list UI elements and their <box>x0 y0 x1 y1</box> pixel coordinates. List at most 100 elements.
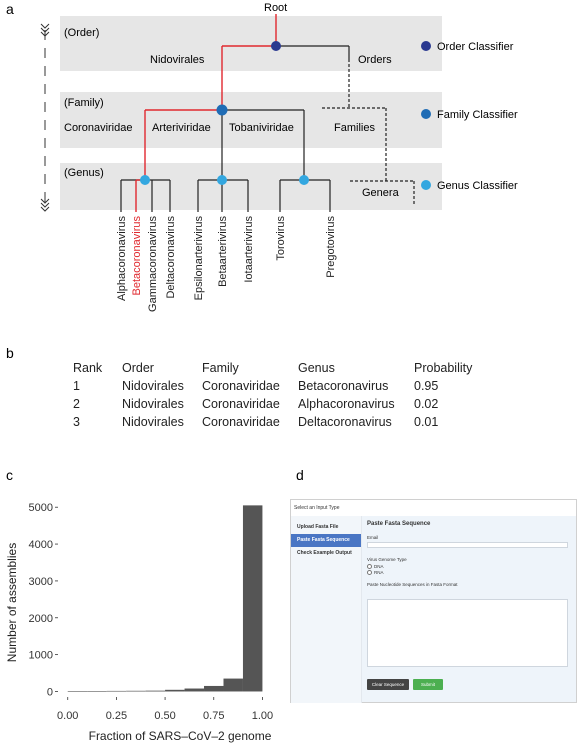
table-cell-2-1: Nidovirales <box>122 415 184 429</box>
table-header-1: Order <box>122 361 154 375</box>
table-cell-0-3: Betacoronavirus <box>298 379 388 393</box>
y-tick-label-1: 1000 <box>29 650 53 662</box>
genus-label-2: Gammacoronavirus <box>147 216 159 312</box>
email-label: Email <box>367 535 378 540</box>
input-type-header: Select an Input Type <box>294 505 340 511</box>
clear-sequence-button[interactable]: Clear Sequence <box>367 679 409 690</box>
hierarchy-arrow-icon <box>41 24 49 211</box>
histogram-bar-0 <box>68 691 87 692</box>
x-axis-label: Fraction of SARS–CoV–2 genome <box>89 729 272 743</box>
order-classifier-dot <box>421 41 431 51</box>
sequence-textarea[interactable] <box>367 599 568 667</box>
histogram: 0 1000 2000 3000 4000 5000 0.00 0.25 0.50 0.75 1.0… <box>5 502 273 743</box>
histogram-bar-4 <box>146 691 165 692</box>
order-name: Nidovirales <box>150 54 205 66</box>
table-header-2: Family <box>202 361 240 375</box>
table-cell-1-2: Coronaviridae <box>202 397 280 411</box>
radio-dna-label: DNA <box>374 564 384 569</box>
x-tick-label-0: 0.00 <box>57 710 78 722</box>
genus-label-7: Torovirus <box>275 216 287 261</box>
panel-label-d: d <box>296 467 304 483</box>
form-title: Paste Fasta Sequence <box>367 521 430 527</box>
table-cell-1-4: 0.02 <box>414 397 438 411</box>
histogram-bar-1 <box>87 691 106 692</box>
y-tick-label-2: 2000 <box>29 613 53 625</box>
radio-rna[interactable]: RNA <box>367 570 384 575</box>
histogram-bar-9 <box>243 505 262 691</box>
table-header-3: Genus <box>298 361 335 375</box>
family-classifier-label: Family Classifier <box>437 109 518 121</box>
table-cell-2-2: Coronaviridae <box>202 415 280 429</box>
family-node <box>217 105 228 116</box>
histogram-bar-3 <box>126 691 145 692</box>
table-cell-0-1: Nidovirales <box>122 379 184 393</box>
genus-node-3 <box>299 175 309 185</box>
sequence-label: Paste Nucleotide Sequences in Fasta Form… <box>367 582 458 587</box>
x-tick-label-4: 1.00 <box>252 710 273 722</box>
x-tick-label-2: 0.50 <box>154 710 175 722</box>
family-name-2: Arteriviridae <box>152 122 211 134</box>
y-axis-label: Number of assemblies <box>5 543 19 662</box>
genus-label-8: Pregotovirus <box>325 216 337 278</box>
order-node <box>271 41 281 51</box>
email-field[interactable] <box>367 542 568 548</box>
table-cell-1-0: 2 <box>73 397 80 411</box>
radio-dna-icon[interactable] <box>367 564 372 569</box>
genus-label-3: Deltacoronavirus <box>165 216 177 299</box>
histogram-bar-7 <box>204 686 223 692</box>
histogram-bar-2 <box>107 691 126 692</box>
histogram-bar-6 <box>185 689 204 692</box>
families-connector: Families <box>334 122 375 134</box>
sidebar-item-example-output[interactable]: Check Example Output <box>291 547 361 560</box>
genus-label-0: Alphacoronavirus <box>116 216 128 301</box>
y-tick-label-5: 5000 <box>29 502 53 514</box>
rank-genus-label: (Genus) <box>64 167 104 179</box>
y-tick-label-3: 3000 <box>29 576 53 588</box>
input-form: Paste Fasta Sequence Email Virus Genome … <box>362 516 576 702</box>
table-cell-2-3: Deltacoronavirus <box>298 415 392 429</box>
input-type-sidebar: Upload Fasta File Paste Fasta Sequence C… <box>291 516 362 703</box>
x-tick-label-3: 0.75 <box>203 710 224 722</box>
web-interface: Select an Input Type Upload Fasta File P… <box>290 499 577 703</box>
genera-connector: Genera <box>362 187 400 199</box>
orders-connector: Orders <box>358 54 392 66</box>
root-label: Root <box>264 2 287 14</box>
genus-node-1 <box>140 175 150 185</box>
sidebar-item-paste-fasta[interactable]: Paste Fasta Sequence <box>291 534 361 547</box>
histogram-bar-5 <box>165 690 184 692</box>
radio-rna-icon[interactable] <box>367 570 372 575</box>
genus-classifier-dot <box>421 180 431 190</box>
genus-label-4: Epsilonarterivirus <box>193 216 205 301</box>
genus-label-6: Iotaarterivirus <box>243 216 255 283</box>
table-cell-0-0: 1 <box>73 379 80 393</box>
table-cell-0-2: Coronaviridae <box>202 379 280 393</box>
table-header-0: Rank <box>73 361 103 375</box>
family-classifier-dot <box>421 109 431 119</box>
genome-type-label: Virus Genome Type <box>367 557 407 562</box>
table-cell-2-4: 0.01 <box>414 415 438 429</box>
y-tick-label-4: 4000 <box>29 539 53 551</box>
genus-label-1: Betacoronavirus <box>131 216 143 296</box>
family-name-3: Tobaniviridae <box>229 122 294 134</box>
radio-rna-label: RNA <box>374 570 384 575</box>
genus-classifier-label: Genus Classifier <box>437 180 518 192</box>
rank-order-label: (Order) <box>64 27 99 39</box>
x-tick-label-1: 0.25 <box>106 710 127 722</box>
table-cell-1-1: Nidovirales <box>122 397 184 411</box>
submit-button[interactable]: Submit <box>413 679 443 690</box>
genus-node-2 <box>217 175 227 185</box>
radio-dna[interactable]: DNA <box>367 564 384 569</box>
sidebar-item-upload-fasta[interactable]: Upload Fasta File <box>291 521 361 534</box>
histogram-bar-8 <box>223 679 242 692</box>
table-header-4: Probability <box>414 361 473 375</box>
panel-label-b: b <box>6 345 14 361</box>
y-tick-label-0: 0 <box>47 686 53 698</box>
family-name-1: Coronaviridae <box>64 122 132 134</box>
table-cell-1-3: Alphacoronavirus <box>298 397 395 411</box>
panel-label-c: c <box>6 467 13 483</box>
prediction-table: Rank Order Family Genus Probability 1 Nidovira… <box>73 361 473 429</box>
rank-family-label: (Family) <box>64 97 104 109</box>
panel-label-a: a <box>6 1 14 17</box>
family-band <box>60 92 442 148</box>
genus-labels: Alphacoronavirus Betacoronavirus Gammacoro… <box>116 216 337 312</box>
